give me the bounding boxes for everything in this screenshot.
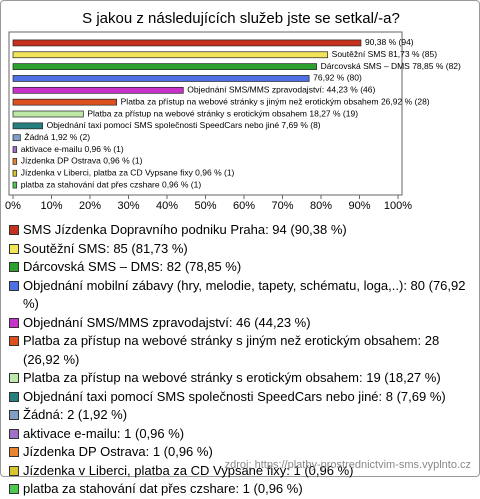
data-label: Jízdenka v Liberci, platba za CD Vypsane…	[21, 167, 235, 177]
bar	[12, 146, 18, 153]
data-label: Žádná 1,92 % (2)	[24, 132, 90, 142]
legend-swatch	[9, 447, 19, 457]
legend-item: Platba za přístup na webové stránky s ji…	[9, 332, 475, 369]
legend-item: platba za stahování dat přes czshare: 1 …	[9, 480, 475, 499]
legend-label: Dárcovská SMS – DMS: 82 (78,85 %)	[23, 259, 242, 274]
data-label: Objednání SMS/MMS zpravodajství: 44,23 %…	[187, 85, 375, 95]
legend-swatch	[9, 428, 19, 439]
legend-swatch	[9, 225, 19, 235]
chart-title: S jakou z následujících služeb jste se s…	[82, 10, 400, 27]
x-tick-label: 0%	[5, 200, 21, 212]
legend-label: SMS Jízdenka Dopravního podniku Praha: 9…	[23, 222, 347, 237]
legend-swatch	[9, 243, 19, 254]
legend: SMS Jízdenka Dopravního podniku Praha: 9…	[9, 221, 475, 499]
legend-item: Platba za přístup na webové stránky s er…	[9, 369, 475, 388]
data-label: 90,38 % (94)	[365, 37, 414, 47]
data-label: Jízdenka DP Ostrava 0,96 % (1)	[21, 156, 143, 166]
legend-item: Jízdenka v Liberci, platba za CD Vypsane…	[9, 462, 475, 481]
bar	[12, 51, 329, 59]
data-label: Platba za přístup na webové stránky s ji…	[121, 96, 430, 106]
x-tick-label: 60%	[233, 200, 255, 212]
legend-item: Soutěžní SMS: 85 (81,73 %)	[9, 240, 475, 259]
legend-swatch	[9, 317, 19, 328]
legend-item: Objednání taxi pomocí SMS společnosti Sp…	[9, 388, 475, 407]
legend-item: Objednání SMS/MMS zpravodajství: 46 (44,…	[9, 314, 475, 333]
legend-label: Platba za přístup na webové stránky s er…	[23, 370, 441, 385]
data-label: Platba za přístup na webové stránky s er…	[87, 108, 358, 118]
source: zdroj: https://platby-prostrednictvim-sm…	[224, 459, 471, 471]
legend-label: platba za stahování dat přes czshare: 1 …	[23, 481, 303, 496]
x-tick-label: 10%	[40, 200, 62, 212]
x-tick-label: 90%	[348, 200, 370, 212]
bar	[12, 63, 317, 70]
data-label: 76,92 % (80)	[313, 73, 362, 83]
legend-swatch	[9, 280, 19, 291]
legend-item: Jízdenka DP Ostrava: 1 (0,96 %)	[9, 443, 475, 462]
bar	[12, 98, 117, 106]
bar	[12, 39, 362, 47]
data-label: Objednání taxi pomocí SMS společnosti Sp…	[47, 120, 321, 130]
x-tick-label: 80%	[310, 200, 332, 212]
legend-item: Dárcovská SMS – DMS: 82 (78,85 %)	[9, 258, 475, 277]
legend-swatch	[9, 262, 19, 272]
legend-item: aktivace e-mailu: 1 (0,96 %)	[9, 425, 475, 444]
legend-swatch	[9, 484, 19, 494]
x-tick-label: 20%	[79, 200, 101, 212]
legend-swatch	[9, 336, 19, 346]
legend-item: SMS Jízdenka Dopravního podniku Praha: 9…	[9, 221, 475, 240]
legend-label: Soutěžní SMS: 85 (81,73 %)	[23, 240, 188, 256]
x-tick-label: 70%	[271, 200, 293, 212]
data-label: Soutěžní SMS 81,73 % (85)	[332, 49, 438, 59]
legend-swatch	[9, 465, 19, 476]
legend-swatch	[9, 410, 19, 420]
bar	[12, 134, 21, 142]
legend-item: Objednání mobilní zábavy (hry, melodie, …	[9, 277, 475, 314]
x-tick-label: 30%	[117, 200, 139, 212]
data-label: platba za stahování dat přes czshare 0,9…	[21, 179, 202, 189]
data-label: aktivace e-mailu 0,96 % (1)	[21, 144, 124, 154]
legend-label: aktivace e-mailu: 1 (0,96 %)	[23, 425, 185, 441]
legend-label: Objednání mobilní zábavy (hry, melodie, …	[23, 277, 466, 312]
bar	[12, 110, 84, 118]
bar	[12, 169, 18, 177]
legend-item: Žádná: 2 (1,92 %)	[9, 406, 475, 425]
legend-label: Jízdenka v Liberci, platba za CD Vypsane…	[23, 462, 354, 478]
bar	[12, 86, 184, 94]
legend-label: Objednání taxi pomocí SMS společnosti Sp…	[23, 388, 446, 404]
chart: S jakou z následujících služeb jste se s…	[5, 10, 461, 212]
x-tick-label: 40%	[156, 200, 178, 212]
legend-label: Jízdenka DP Ostrava: 1 (0,96 %)	[23, 444, 213, 459]
legend-swatch	[9, 391, 19, 402]
bar	[12, 122, 43, 130]
x-tick-label: 50%	[194, 200, 216, 212]
legend-swatch	[9, 373, 19, 383]
x-tick-label: 100%	[384, 200, 412, 212]
bar	[12, 181, 18, 189]
bar	[12, 158, 18, 165]
legend-label: Žádná: 2 (1,92 %)	[23, 407, 128, 422]
legend-label: Platba za přístup na webové stránky s ji…	[23, 333, 440, 367]
bar	[12, 75, 310, 82]
legend-label: Objednání SMS/MMS zpravodajství: 46 (44,…	[23, 314, 311, 330]
data-label: Dárcovská SMS – DMS 78,85 % (82)	[321, 61, 461, 71]
